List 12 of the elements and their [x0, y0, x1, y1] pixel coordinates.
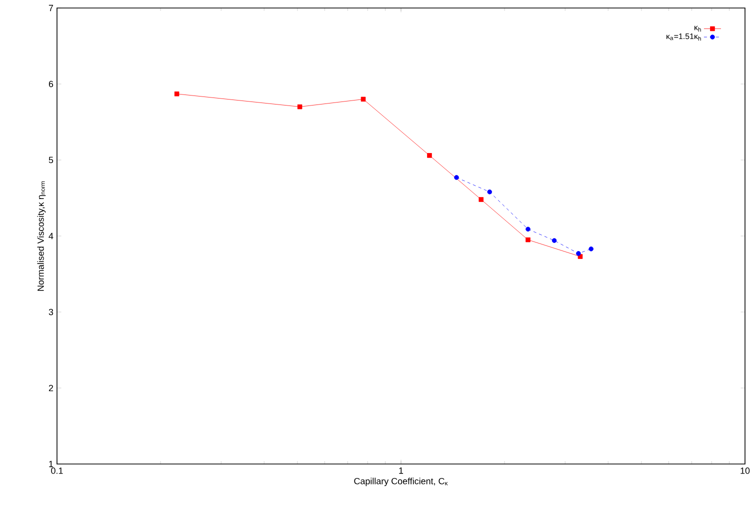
x-tick-label: 1 [399, 468, 404, 474]
y-tick-label: 7 [48, 4, 54, 12]
y-tick-label: 5 [48, 156, 54, 164]
y-tick-label: 4 [48, 232, 54, 240]
x-axis-title: Capillary Coefficient, C$_{κ}$ [354, 478, 448, 486]
y-tick-label: 2 [48, 384, 54, 392]
y-tick-label: 1 [49, 460, 54, 468]
x-tick-label: 10 [740, 468, 750, 474]
y-axis-title: Normalised Viscosity,κ η$_{norm}$ [37, 181, 46, 291]
y-tick-label: 3 [48, 308, 54, 316]
x-tick-label: 0.1 [51, 468, 63, 474]
y-tick-label: 6 [48, 80, 54, 88]
